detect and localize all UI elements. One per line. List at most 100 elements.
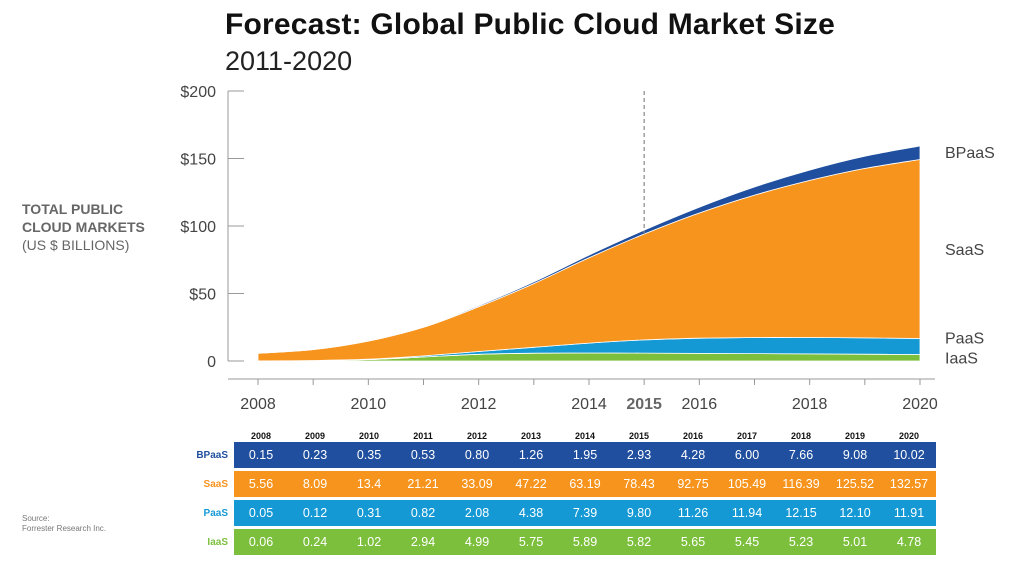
table-row-label: IaaS — [178, 529, 234, 558]
table-cell: 92.75 — [666, 471, 720, 500]
table-cell: 5.45 — [720, 529, 774, 558]
x-tick-label: 2012 — [461, 396, 497, 413]
table-year-header: 2008 — [250, 430, 272, 441]
table-cell: 7.39 — [558, 500, 612, 529]
y-tick-label: 0 — [207, 354, 216, 371]
table-cell: 5.56 — [234, 471, 288, 500]
table-cell: 0.80 — [450, 442, 504, 471]
table-cell: 132.57 — [882, 471, 936, 500]
y-tick-label: $200 — [180, 84, 216, 101]
table-cell: 63.19 — [558, 471, 612, 500]
table-cell: 5.65 — [666, 529, 720, 558]
table-year-header: 2016 — [682, 430, 704, 441]
table-cell: 10.02 — [882, 442, 936, 471]
table-cell: 4.99 — [450, 529, 504, 558]
table-cell: 5.89 — [558, 529, 612, 558]
table-row-iaas: IaaS 0.06 0.24 1.02 2.94 4.99 5.75 5.89 5.82 5.65… — [178, 529, 936, 558]
x-tick-label: 2014 — [571, 396, 607, 413]
series-label-paas: PaaS — [945, 330, 984, 347]
y-axis-label-line1: TOTAL PUBLIC — [22, 201, 124, 217]
y-tick-label: $150 — [180, 152, 216, 169]
chart-subtitle: 2011-2020 — [225, 46, 353, 76]
table-cell: 0.24 — [288, 529, 342, 558]
table-cell: 9.80 — [612, 500, 666, 529]
table-cell: 0.35 — [342, 442, 396, 471]
source-name: Forrester Research Inc. — [22, 524, 107, 533]
table-cell: 125.52 — [828, 471, 882, 500]
table-year-header: 2012 — [466, 430, 488, 441]
table-cell: 5.01 — [828, 529, 882, 558]
x-tick-label: 2015 — [626, 396, 662, 413]
table-cell: 6.00 — [720, 442, 774, 471]
table-year-header: 2013 — [520, 430, 542, 441]
table-cell: 1.95 — [558, 442, 612, 471]
table-year-header: 2010 — [358, 430, 380, 441]
source-label: Source: — [22, 514, 50, 523]
table-cell: 11.91 — [882, 500, 936, 529]
table-cell: 7.66 — [774, 442, 828, 471]
table-cell: 2.93 — [612, 442, 666, 471]
area-saas — [257, 159, 921, 362]
table-cell: 5.75 — [504, 529, 558, 558]
table-cell: 21.21 — [396, 471, 450, 500]
table-cell: 4.28 — [666, 442, 720, 471]
y-tick-label: $50 — [189, 287, 216, 304]
table-cell: 0.53 — [396, 442, 450, 471]
table-cell: 12.15 — [774, 500, 828, 529]
data-table: 2008 2009 2010 2011 2012 2013 2014 2015 2016 2017… — [178, 429, 936, 558]
table-cell: 13.4 — [342, 471, 396, 500]
area-bpaas — [257, 145, 921, 354]
table-row-paas: PaaS 0.05 0.12 0.31 0.82 2.08 4.38 7.39 9.80 11.2… — [178, 500, 936, 529]
table-cell: 78.43 — [612, 471, 666, 500]
table-row-label: SaaS — [178, 471, 234, 500]
table-cell: 47.22 — [504, 471, 558, 500]
table-cell: 8.09 — [288, 471, 342, 500]
table-cell: 0.05 — [234, 500, 288, 529]
series-label-bpaas: BPaaS — [945, 145, 995, 162]
table-year-header: 2019 — [844, 430, 866, 441]
table-cell: 1.26 — [504, 442, 558, 471]
table-cell: 5.23 — [774, 529, 828, 558]
table-year-header: 2018 — [790, 430, 812, 441]
table-cell: 105.49 — [720, 471, 774, 500]
x-tick-label: 2020 — [902, 396, 938, 413]
table-cell: 11.26 — [666, 500, 720, 529]
table-cell: 0.23 — [288, 442, 342, 471]
table-year-header: 2020 — [898, 430, 920, 441]
chart-title: Forecast: Global Public Cloud Market Siz… — [225, 8, 835, 41]
table-cell: 9.08 — [828, 442, 882, 471]
table-cell: 5.82 — [612, 529, 666, 558]
table-cell: 0.82 — [396, 500, 450, 529]
table-cell: 0.31 — [342, 500, 396, 529]
y-axis-label-line3: (US $ BILLIONS) — [22, 237, 130, 253]
table-cell: 33.09 — [450, 471, 504, 500]
table-cell: 4.78 — [882, 529, 936, 558]
x-tick-label: 2016 — [682, 396, 718, 413]
table-cell: 2.94 — [396, 529, 450, 558]
table-year-header: 2014 — [574, 430, 596, 441]
table-year-header: 2009 — [304, 430, 326, 441]
table-year-header: 2015 — [628, 430, 650, 441]
table-cell: 4.38 — [504, 500, 558, 529]
series-label-iaas: IaaS — [945, 351, 978, 368]
series-label-saas: SaaS — [945, 242, 984, 259]
table-cell: 0.06 — [234, 529, 288, 558]
table-year-header: 2011 — [413, 430, 433, 441]
x-tick-label: 2010 — [351, 396, 387, 413]
table-cell: 0.12 — [288, 500, 342, 529]
table-row-label: BPaaS — [178, 442, 234, 471]
table-cell: 2.08 — [450, 500, 504, 529]
y-axis-label-line2: CLOUD MARKETS — [22, 219, 145, 235]
table-row-saas: SaaS 5.56 8.09 13.4 21.21 33.09 47.22 63.19 78.4… — [178, 471, 936, 500]
source-note: Source: Forrester Research Inc. — [22, 514, 106, 534]
table-row-label: PaaS — [178, 500, 234, 529]
table-cell: 116.39 — [774, 471, 828, 500]
x-tick-label: 2018 — [792, 396, 828, 413]
table-row-bpaas: BPaaS 0.15 0.23 0.35 0.53 0.80 1.26 1.95 2.93 4.2… — [178, 442, 936, 471]
y-axis-label: TOTAL PUBLIC CLOUD MARKETS (US $ BILLION… — [22, 200, 182, 254]
table-cell: 0.15 — [234, 442, 288, 471]
area-chart: $200 $150 $100 $50 0 2008 2010 2012 2014 2015 2016… — [180, 84, 995, 413]
table-cell: 12.10 — [828, 500, 882, 529]
table-cell: 11.94 — [720, 500, 774, 529]
table-year-header: 2017 — [736, 430, 758, 441]
